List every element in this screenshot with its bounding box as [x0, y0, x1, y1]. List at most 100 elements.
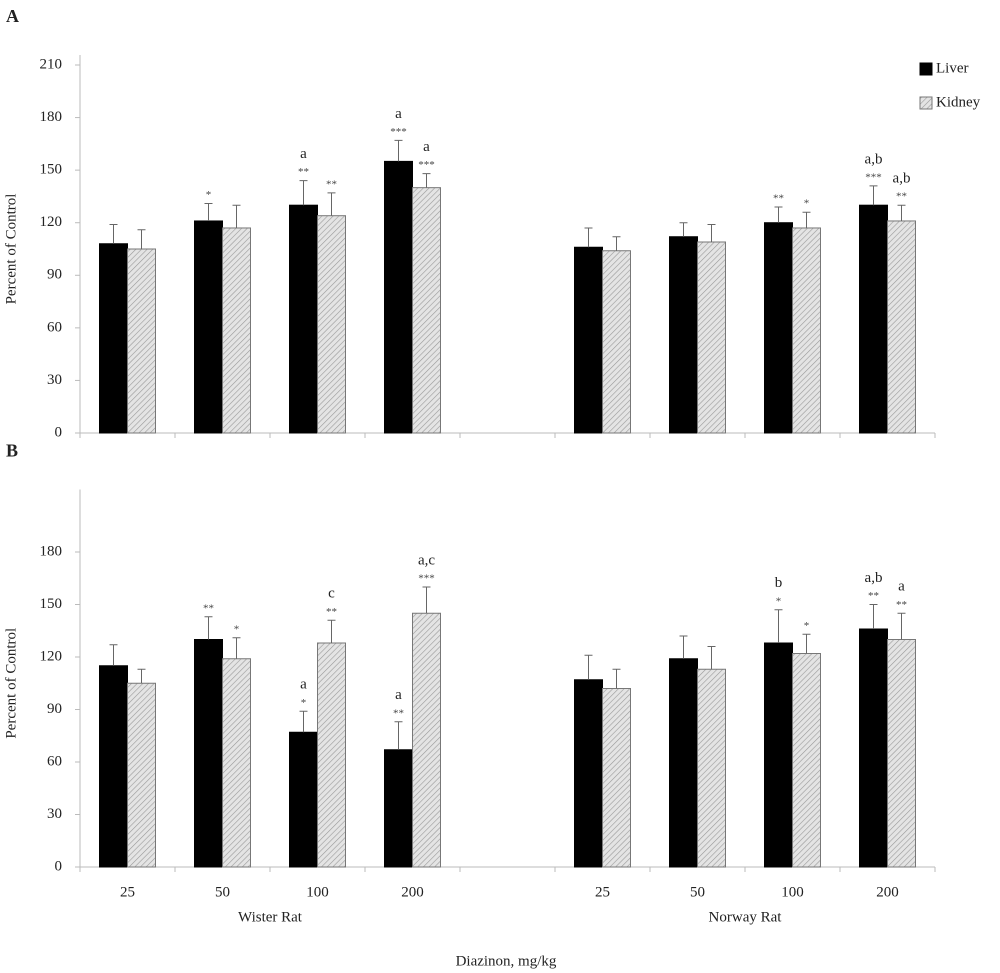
error-bar [774, 609, 783, 643]
significance-stars: ** [393, 707, 404, 719]
x-tick-label: 25 [120, 884, 135, 900]
error-bar [802, 633, 811, 654]
bar [194, 220, 223, 434]
significance-stars: *** [418, 159, 435, 171]
error-bar [394, 139, 403, 162]
bar [289, 731, 318, 868]
group-label: Wister Rat [238, 909, 303, 925]
y-tick-label: 120 [40, 214, 63, 230]
bar [222, 658, 251, 868]
error-bar [584, 227, 593, 248]
legend-label: Liver [936, 60, 968, 76]
x-tick-label: 200 [876, 884, 899, 900]
significance-stars: *** [390, 126, 407, 138]
bar [792, 227, 821, 434]
error-bar [897, 204, 906, 221]
significance-stars: ** [896, 191, 907, 203]
x-tick-label: 100 [306, 884, 329, 900]
error-bar [204, 202, 213, 221]
bar [384, 749, 413, 868]
y-tick-label: 0 [55, 424, 63, 440]
x-tick-label: 25 [595, 884, 610, 900]
x-tick-label: 100 [781, 884, 804, 900]
y-tick-label: 150 [40, 596, 63, 612]
error-bar [774, 206, 783, 223]
error-bar [109, 223, 118, 244]
significance-letter: a [898, 579, 905, 595]
significance-letter: a,b [893, 171, 911, 187]
y-tick-label: 210 [40, 56, 63, 72]
significance-stars: *** [418, 573, 435, 585]
significance-letter: a [300, 146, 307, 162]
x-tick-label: 200 [401, 884, 424, 900]
significance-letter: a [423, 139, 430, 155]
legend-swatch [919, 96, 933, 110]
error-bar [232, 637, 241, 659]
significance-stars: ** [298, 166, 309, 178]
bar [574, 679, 603, 868]
significance-stars: * [804, 198, 810, 210]
bar [412, 612, 441, 868]
error-bar [422, 586, 431, 614]
legend-label: Kidney [936, 94, 981, 110]
x-tick-label: 50 [690, 884, 705, 900]
bar [289, 204, 318, 434]
x-tick-label: 50 [215, 884, 230, 900]
significance-letter: c [328, 586, 335, 602]
error-bar [869, 185, 878, 206]
significance-stars: ** [326, 606, 337, 618]
error-bar [612, 668, 621, 689]
bar [669, 236, 698, 434]
significance-letter: a,c [418, 552, 435, 568]
significance-stars: * [206, 189, 212, 201]
bar [602, 250, 631, 434]
error-bar [612, 236, 621, 251]
y-tick-label: 60 [47, 319, 62, 335]
bar [602, 688, 631, 868]
significance-letter: a [395, 687, 402, 703]
y-tick-label: 30 [47, 372, 62, 388]
error-bar [137, 229, 146, 249]
significance-stars: ** [326, 178, 337, 190]
y-tick-label: 150 [40, 162, 63, 178]
y-axis-label: Percent of Control [3, 628, 19, 739]
error-bar [394, 721, 403, 750]
y-tick-label: 90 [47, 701, 62, 717]
error-bar [422, 173, 431, 188]
error-bar [707, 223, 716, 242]
error-bar [232, 204, 241, 228]
error-bar [204, 616, 213, 640]
bar [194, 639, 223, 868]
significance-letter: a [395, 106, 402, 122]
error-bar [679, 222, 688, 237]
y-axis-label: Percent of Control [3, 194, 19, 305]
bar [574, 246, 603, 434]
panel-label: A [6, 6, 19, 26]
significance-stars: * [234, 623, 240, 635]
error-bar [327, 619, 336, 643]
bar [887, 220, 916, 434]
bar [99, 665, 128, 868]
bar [697, 241, 726, 434]
bar [317, 215, 346, 434]
bar [317, 642, 346, 868]
significance-letter: a,b [865, 151, 883, 167]
bar [792, 653, 821, 868]
bar [764, 222, 793, 434]
bar [127, 682, 156, 868]
significance-stars: ** [868, 590, 879, 602]
bar [384, 160, 413, 434]
error-bar [299, 180, 308, 206]
significance-stars: ** [203, 602, 214, 614]
significance-stars: * [776, 595, 782, 607]
y-tick-label: 90 [47, 267, 62, 283]
error-bar [897, 612, 906, 640]
y-tick-label: 120 [40, 648, 63, 664]
bar [859, 628, 888, 868]
bar [127, 248, 156, 434]
y-tick-label: 0 [55, 858, 63, 874]
bar [697, 668, 726, 868]
significance-stars: *** [865, 171, 882, 183]
significance-letter: a [300, 677, 307, 693]
